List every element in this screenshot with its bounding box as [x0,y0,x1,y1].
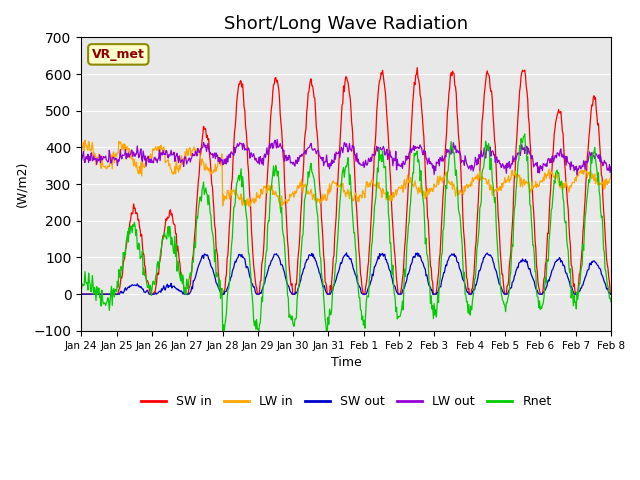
LW in [224,187,232,193]
Rnet [141,273,149,278]
LW in [428,185,435,191]
SW in [141,264,149,270]
SW in [607,291,615,297]
SW out [77,291,85,297]
Legend: SW in, LW in, SW out, LW out, Rnet: SW in, LW in, SW out, LW out, Rnet [136,390,557,413]
Line: LW in: LW in [81,140,611,207]
LW out [77,154,85,159]
Rnet [427,301,435,307]
Rnet [195,201,203,206]
Line: SW out: SW out [81,253,611,294]
SW out [427,284,435,290]
X-axis label: Time: Time [331,356,362,369]
SW out [411,254,419,260]
SW in [195,171,203,177]
LW out [195,150,203,156]
LW out [411,144,419,149]
Line: Rnet: Rnet [81,134,611,336]
SW in [77,291,85,297]
SW in [87,291,95,297]
LW in [77,150,85,156]
LW out [427,159,435,165]
Title: Short/Long Wave Radiation: Short/Long Wave Radiation [224,15,468,33]
SW out [342,250,350,256]
Rnet [411,153,419,159]
Line: LW out: LW out [81,140,611,175]
Y-axis label: (W/m2): (W/m2) [15,161,28,207]
SW out [141,290,149,296]
SW in [413,65,421,71]
LW in [277,204,285,210]
Rnet [77,288,85,294]
Rnet [521,131,529,137]
LW in [412,183,420,189]
SW in [410,80,418,85]
LW out [223,153,231,159]
Rnet [224,287,232,293]
LW in [81,137,89,143]
SW out [607,291,615,297]
SW out [223,286,231,291]
LW out [87,151,95,156]
LW in [607,171,615,177]
SW in [223,255,231,261]
LW in [142,161,150,167]
LW out [607,164,615,169]
Rnet [87,289,95,295]
Line: SW in: SW in [81,68,611,294]
Text: VR_met: VR_met [92,48,145,61]
LW out [141,153,149,159]
SW out [195,262,203,267]
Rnet [607,299,615,305]
LW in [88,145,95,151]
LW out [273,137,281,143]
SW out [87,291,95,297]
Rnet [219,333,227,338]
SW in [427,264,435,270]
LW out [573,172,581,178]
LW in [196,152,204,157]
